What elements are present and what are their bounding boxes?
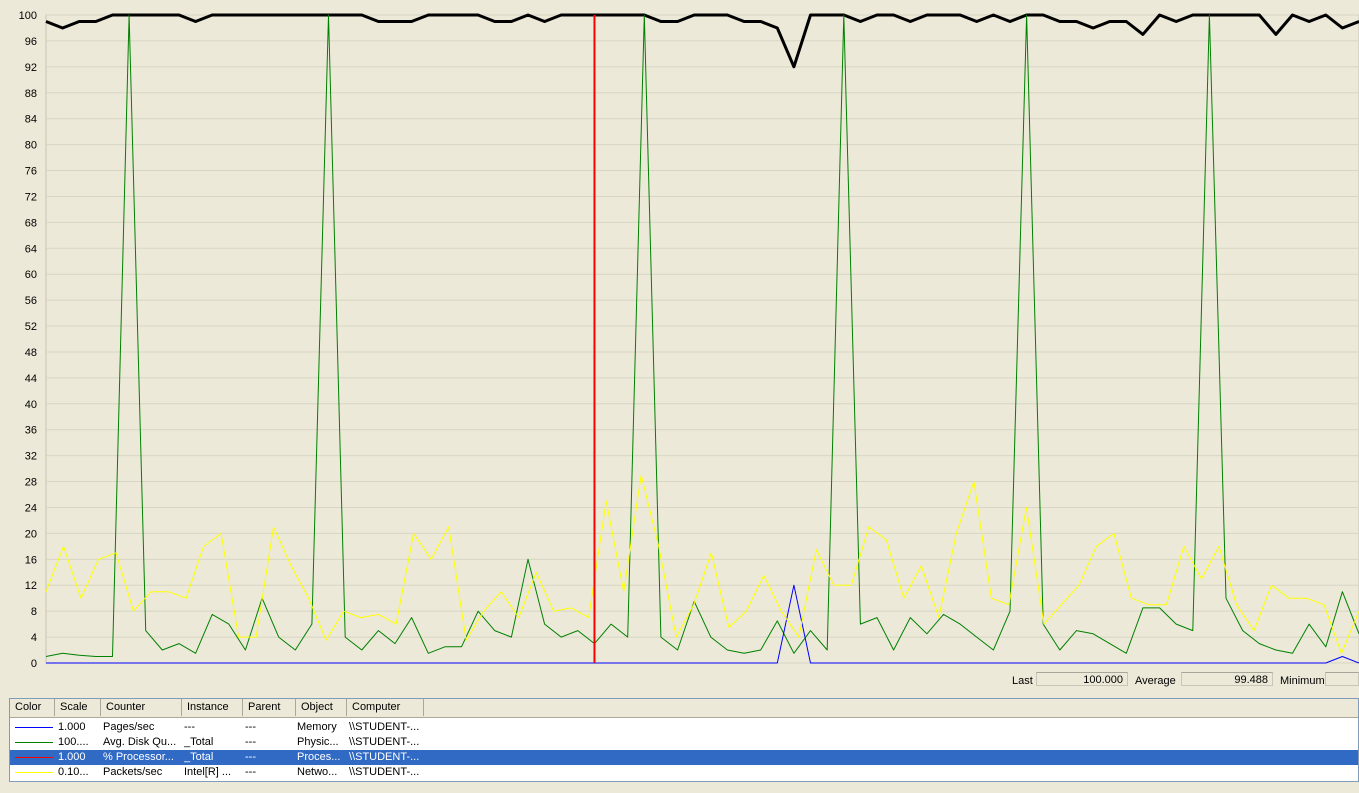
object-cell: Proces... [297,751,341,763]
y-tick-label: 40 [25,399,37,411]
y-tick-label: 8 [31,606,37,618]
series-line-2 [46,584,1359,664]
y-tick-label: 4 [31,632,37,644]
column-counter[interactable]: Counter [101,699,182,716]
y-tick-label: 12 [25,580,37,592]
y-tick-label: 84 [25,114,37,126]
counter-cell: % Processor... [103,751,174,763]
y-tick-label: 60 [25,269,37,281]
counter-cell: Packets/sec [103,766,163,778]
last-label: Last [1012,675,1033,687]
color-swatch [15,742,53,743]
performance-graph[interactable]: 1009692888480767268646056524844403632282… [0,0,1359,670]
legend-header: Color Scale Counter Instance Parent Obje… [10,699,1358,718]
y-tick-label: 56 [25,295,37,307]
y-tick-label: 52 [25,321,37,333]
instance-cell: --- [184,721,195,733]
color-swatch [15,757,53,758]
counter-cell: Pages/sec [103,721,155,733]
y-tick-label: 36 [25,425,37,437]
y-tick-label: 88 [25,88,37,100]
color-swatch [15,727,53,728]
computer-cell: \\STUDENT-... [349,736,420,748]
counter-cell: Avg. Disk Qu... [103,736,177,748]
average-label: Average [1135,675,1176,687]
scale-cell: 1.000 [58,721,86,733]
object-cell: Physic... [297,736,339,748]
y-tick-label: 28 [25,477,37,489]
legend-row-avg-disk-queue[interactable]: 100.... Avg. Disk Qu... _Total --- Physi… [10,735,1358,750]
instance-cell: Intel[R] ... [184,766,232,778]
y-tick-label: 96 [25,36,37,48]
series-line-1 [45,14,1359,657]
series-line-3 [45,474,1359,654]
y-tick-label: 100 [19,10,37,22]
column-computer[interactable]: Computer [347,699,424,716]
average-value: 99.488 [1181,672,1273,686]
parent-cell: --- [245,766,256,778]
y-tick-label: 72 [25,191,37,203]
column-parent[interactable]: Parent [243,699,296,716]
last-value: 100.000 [1036,672,1128,686]
y-tick-label: 64 [25,243,37,255]
column-instance[interactable]: Instance [182,699,243,716]
statistics-bar: Last 100.000 Average 99.488 Minimum [0,670,1359,692]
scale-cell: 1.000 [58,751,86,763]
parent-cell: --- [245,721,256,733]
column-scale[interactable]: Scale [55,699,101,716]
y-tick-label: 44 [25,373,37,385]
color-swatch [15,772,53,773]
status-strip [0,782,1359,793]
legend-row-packets-sec[interactable]: 0.10... Packets/sec Intel[R] ... --- Net… [10,765,1358,780]
scale-cell: 0.10... [58,766,89,778]
y-tick-label: 20 [25,528,37,540]
y-tick-label: 68 [25,217,37,229]
computer-cell: \\STUDENT-... [349,721,420,733]
y-tick-label: 24 [25,502,37,514]
instance-cell: _Total [184,751,214,763]
scale-cell: 100.... [58,736,89,748]
y-tick-label: 16 [25,554,37,566]
y-tick-label: 32 [25,451,37,463]
series-line-0 [45,13,1359,69]
y-tick-label: 92 [25,62,37,74]
object-cell: Netwo... [297,766,338,778]
object-cell: Memory [297,721,337,733]
column-color[interactable]: Color [10,699,55,716]
minimum-label: Minimum [1280,675,1325,687]
y-tick-label: 76 [25,166,37,178]
instance-cell: _Total [184,736,214,748]
computer-cell: \\STUDENT-... [349,766,420,778]
parent-cell: --- [245,736,256,748]
parent-cell: --- [245,751,256,763]
y-tick-label: 48 [25,347,37,359]
counter-legend[interactable]: Color Scale Counter Instance Parent Obje… [9,698,1359,782]
column-object[interactable]: Object [296,699,347,716]
minimum-value [1325,672,1359,686]
y-tick-label: 80 [25,140,37,152]
computer-cell: \\STUDENT-... [349,751,420,763]
legend-row-pages-sec[interactable]: 1.000 Pages/sec --- --- Memory \\STUDENT… [10,720,1358,735]
legend-row-processor-time[interactable]: 1.000 % Processor... _Total --- Proces..… [10,750,1358,765]
y-tick-label: 0 [31,658,37,670]
